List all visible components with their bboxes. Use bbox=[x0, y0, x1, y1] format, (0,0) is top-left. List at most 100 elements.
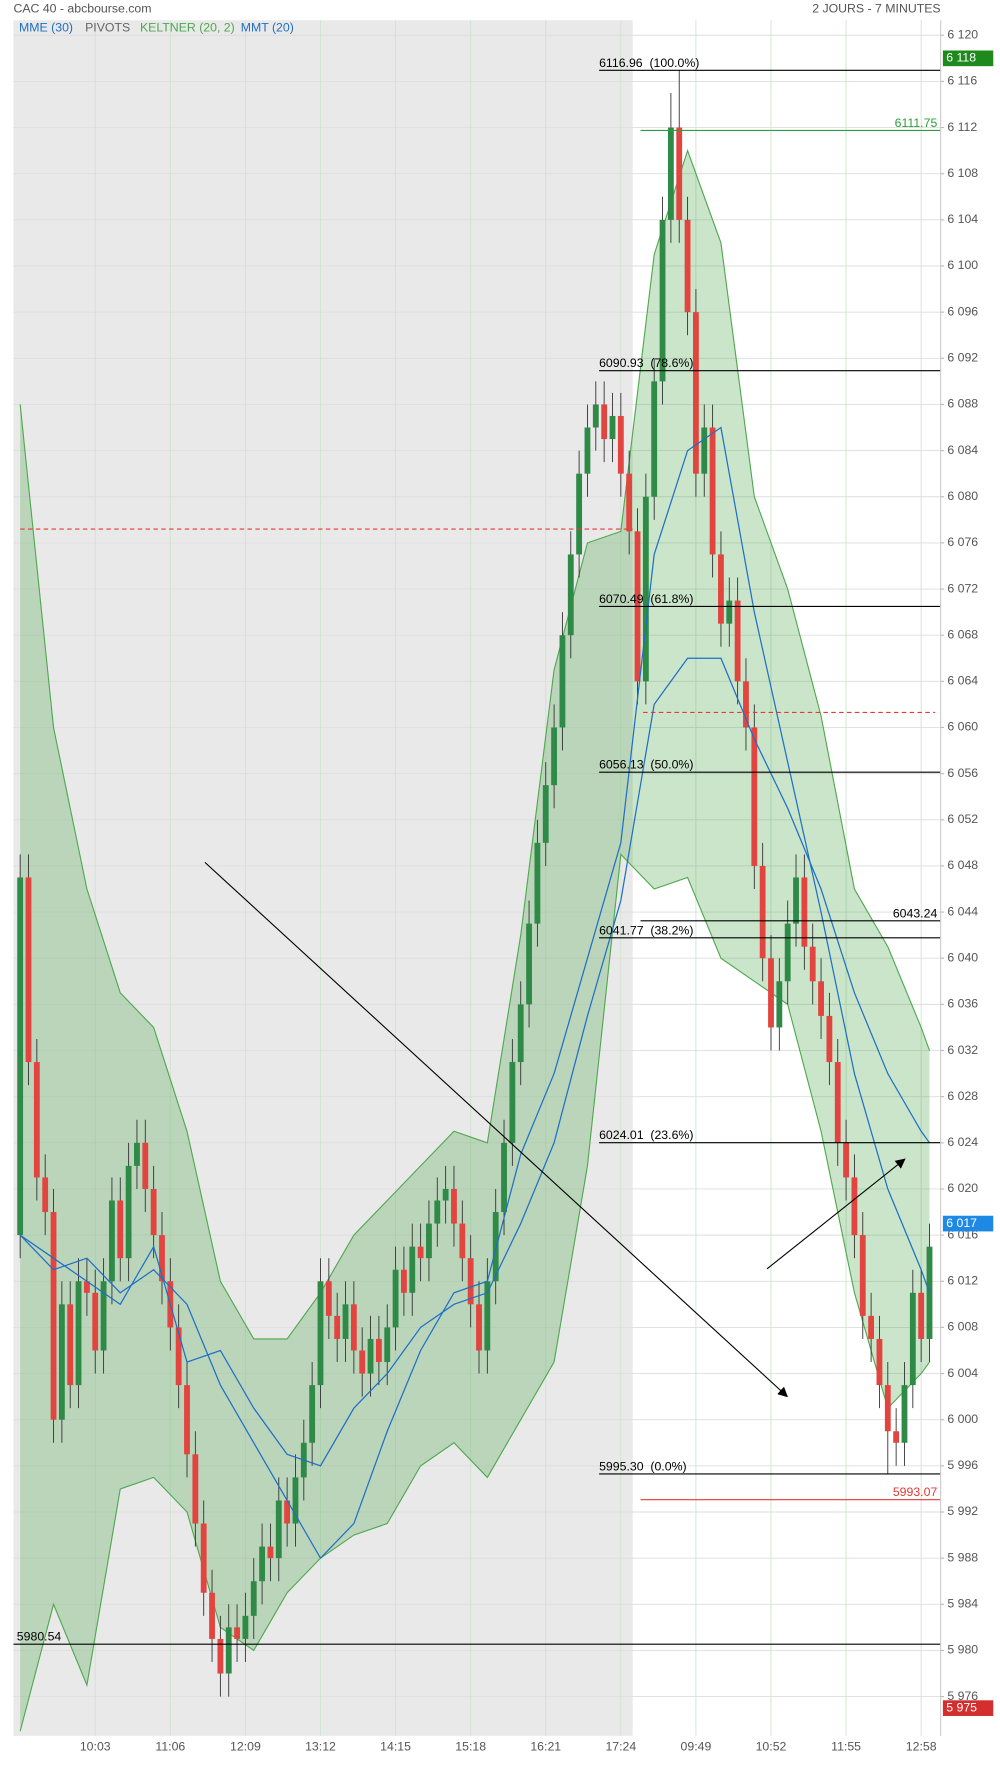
candle-body bbox=[384, 1327, 391, 1363]
candle-body bbox=[125, 1165, 132, 1259]
y-tick-label: 6 084 bbox=[947, 443, 978, 457]
candle-body bbox=[259, 1546, 266, 1582]
legend-entry: PIVOTS bbox=[85, 20, 130, 34]
candle-body bbox=[926, 1246, 933, 1339]
y-tick-label: 6 048 bbox=[947, 858, 978, 872]
session-shade bbox=[13, 20, 633, 1736]
candle-body bbox=[559, 635, 566, 728]
candle-body bbox=[325, 1281, 332, 1316]
candle-body bbox=[284, 1500, 291, 1524]
candle-body bbox=[734, 600, 741, 682]
candle-body bbox=[834, 1062, 841, 1143]
candle-body bbox=[534, 842, 541, 924]
y-tick-label: 5 980 bbox=[947, 1643, 978, 1657]
candle-body bbox=[217, 1638, 224, 1674]
candle-body bbox=[743, 681, 749, 728]
fib-label: 6056.13 (50.0%) bbox=[599, 758, 693, 772]
candle-body bbox=[576, 473, 583, 555]
legend-entry: MME (30) bbox=[19, 20, 73, 34]
price-tag-label: 5 975 bbox=[946, 1700, 977, 1714]
trend-arrow bbox=[204, 861, 788, 1398]
candle-body bbox=[434, 1200, 441, 1224]
x-tick-label: 16:21 bbox=[530, 1739, 561, 1753]
candle-body bbox=[584, 427, 591, 474]
axis-layer: 5 976 5 980 5 984 5 988 5 992 5 996 6 000 6 004… bbox=[19, 20, 994, 1753]
chart-period: 2 JOURS - 7 MINUTES bbox=[812, 1, 940, 15]
level-label: 6111.75 bbox=[895, 116, 938, 130]
candle-body bbox=[859, 1235, 866, 1316]
x-tick-label: 13:12 bbox=[305, 1739, 336, 1753]
x-tick-label: 15:18 bbox=[455, 1739, 486, 1753]
candle-body bbox=[209, 1592, 215, 1639]
x-tick-label: 12:58 bbox=[906, 1739, 937, 1753]
candle-body bbox=[192, 1454, 199, 1524]
candle-body bbox=[567, 554, 574, 636]
candle-body bbox=[851, 1177, 858, 1236]
line-layer bbox=[19, 426, 931, 1560]
candle-body bbox=[417, 1246, 424, 1259]
candle-body bbox=[17, 877, 24, 1236]
candle-body bbox=[350, 1304, 357, 1351]
y-tick-label: 6 116 bbox=[947, 74, 977, 88]
candle-body bbox=[275, 1500, 282, 1559]
candle-body bbox=[601, 404, 608, 440]
y-tick-label: 6 000 bbox=[947, 1412, 978, 1426]
candle-body bbox=[342, 1304, 349, 1339]
candle-body bbox=[359, 1350, 366, 1374]
x-tick-label: 17:24 bbox=[605, 1739, 636, 1753]
candle-body bbox=[159, 1235, 165, 1282]
candle-layer bbox=[17, 70, 933, 1697]
candle-body bbox=[225, 1627, 232, 1674]
candle-body bbox=[367, 1338, 374, 1374]
x-tick-label: 12:09 bbox=[230, 1739, 261, 1753]
candle-body bbox=[542, 785, 549, 843]
candle-body bbox=[100, 1281, 107, 1351]
candle-body bbox=[818, 981, 824, 1016]
candle-body bbox=[684, 219, 691, 313]
candle-body bbox=[58, 1304, 65, 1420]
band-layer bbox=[19, 148, 931, 1732]
y-tick-label: 5 992 bbox=[947, 1504, 978, 1518]
candle-body bbox=[50, 1212, 57, 1420]
candle-body bbox=[467, 1258, 474, 1305]
candle-body bbox=[33, 1062, 40, 1178]
candle-body bbox=[25, 877, 32, 1063]
candle-body bbox=[401, 1269, 407, 1293]
candle-body bbox=[42, 1177, 49, 1213]
x-tick-label: 09:49 bbox=[681, 1739, 712, 1753]
candle-body bbox=[709, 427, 716, 555]
candle-body bbox=[75, 1281, 82, 1386]
candle-body bbox=[651, 381, 658, 497]
y-tick-label: 6 008 bbox=[947, 1320, 978, 1334]
candle-body bbox=[793, 877, 799, 924]
fib-label: 6041.77 (38.2%) bbox=[599, 923, 693, 937]
candle-body bbox=[375, 1338, 382, 1363]
candle-body bbox=[484, 1281, 491, 1351]
candle-body bbox=[751, 727, 758, 866]
y-tick-label: 6 080 bbox=[947, 489, 978, 503]
fib-label: 6090.93 (78.6%) bbox=[599, 356, 693, 370]
x-tick-label: 11:06 bbox=[155, 1739, 185, 1753]
candle-body bbox=[776, 981, 783, 1028]
candle-body bbox=[659, 219, 666, 382]
candle-body bbox=[492, 1212, 499, 1282]
candle-body bbox=[476, 1304, 482, 1351]
candle-body bbox=[626, 473, 633, 532]
y-tick-label: 6 040 bbox=[947, 950, 978, 964]
candle-body bbox=[909, 1292, 916, 1386]
y-tick-label: 6 064 bbox=[947, 674, 978, 688]
candle-body bbox=[801, 877, 808, 947]
fib-label: 6116.96 (100.0%) bbox=[599, 56, 699, 70]
candle-body bbox=[784, 923, 791, 982]
candle-body bbox=[267, 1546, 274, 1559]
candle-body bbox=[117, 1200, 124, 1259]
moving-average bbox=[19, 426, 931, 1560]
candle-body bbox=[501, 1142, 507, 1213]
candle-body bbox=[317, 1281, 324, 1386]
y-tick-label: 6 032 bbox=[947, 1043, 978, 1057]
candle-body bbox=[142, 1142, 149, 1189]
y-tick-label: 6 088 bbox=[947, 397, 978, 411]
y-tick-label: 6 100 bbox=[947, 258, 978, 272]
candle-body bbox=[83, 1281, 90, 1293]
